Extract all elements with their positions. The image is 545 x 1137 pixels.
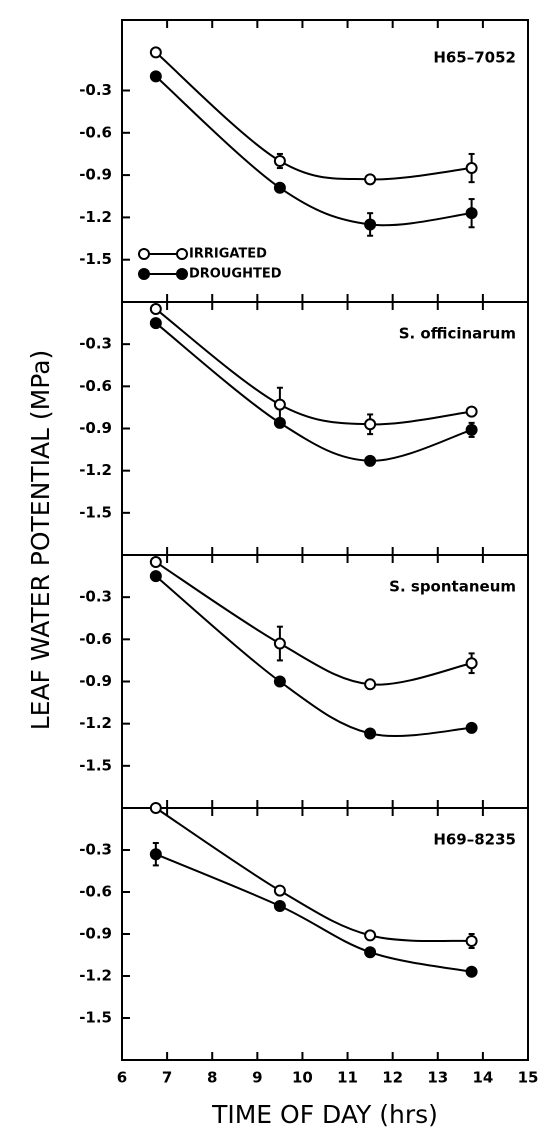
panel-title: S. spontaneum: [389, 578, 516, 596]
series-line: [155, 575, 472, 737]
series-line: [155, 75, 472, 227]
legend-marker: [138, 268, 150, 280]
marker: [149, 70, 162, 83]
x-tick-label: 9: [252, 1069, 262, 1087]
y-tick-label: -0.3: [79, 588, 112, 606]
x-tick-label: 13: [427, 1069, 448, 1087]
marker: [364, 173, 377, 186]
x-tick-label: 8: [207, 1069, 217, 1087]
marker: [273, 675, 286, 688]
marker: [149, 802, 162, 814]
marker: [273, 900, 286, 912]
legend-marker: [176, 248, 188, 260]
series-line: [155, 807, 472, 943]
x-tick-label: 10: [292, 1069, 313, 1087]
marker: [465, 162, 478, 175]
y-tick-label: -0.6: [79, 883, 112, 901]
panel-title: S. officinarum: [399, 325, 516, 343]
marker: [465, 423, 478, 436]
series-line: [155, 51, 472, 181]
y-tick-label: -1.5: [79, 756, 112, 774]
series-line: [155, 853, 472, 973]
marker: [364, 218, 377, 231]
marker: [149, 556, 162, 569]
y-tick-label: -0.6: [79, 630, 112, 648]
marker: [465, 207, 478, 220]
marker: [364, 454, 377, 467]
panel-title: H65–7052: [433, 49, 516, 67]
y-tick-label: -1.2: [79, 714, 112, 732]
marker: [273, 398, 286, 411]
marker: [273, 155, 286, 167]
y-tick-label: -0.9: [79, 672, 112, 690]
y-tick-label: -0.6: [79, 377, 112, 395]
y-axis-label: LEAF WATER POTENTIAL (MPa): [26, 350, 55, 731]
y-tick-label: -0.3: [79, 81, 112, 99]
y-tick-label: -0.6: [79, 123, 112, 141]
x-tick-label: 6: [117, 1069, 127, 1087]
marker: [364, 946, 377, 959]
y-tick-label: -0.9: [79, 419, 112, 437]
x-axis-label: TIME OF DAY (hrs): [211, 1100, 438, 1129]
marker: [364, 678, 377, 691]
y-tick-label: -0.3: [79, 841, 112, 859]
marker: [273, 884, 286, 897]
marker: [273, 416, 286, 429]
y-tick-label: -1.5: [79, 250, 112, 268]
marker: [149, 317, 162, 330]
legend-marker: [138, 248, 150, 260]
marker: [149, 570, 162, 583]
x-tick-label: 11: [337, 1069, 358, 1087]
marker: [273, 181, 286, 194]
marker: [465, 965, 478, 978]
marker: [273, 637, 286, 650]
y-tick-label: -1.5: [79, 1009, 112, 1027]
marker: [465, 657, 478, 670]
x-tick-label: 15: [518, 1069, 539, 1087]
marker: [149, 303, 162, 316]
marker: [364, 418, 377, 431]
x-tick-label: 7: [162, 1069, 172, 1087]
y-tick-label: -1.2: [79, 208, 112, 226]
legend-label: IRRIGATED: [189, 247, 267, 262]
marker: [149, 848, 162, 861]
y-tick-label: -1.2: [79, 967, 112, 985]
x-tick-label: 12: [382, 1069, 403, 1087]
legend-label: DROUGHTED: [189, 267, 282, 282]
y-tick-label: -0.3: [79, 335, 112, 353]
x-tick-label: 14: [472, 1069, 493, 1087]
series-line: [155, 322, 472, 462]
y-tick-label: -1.2: [79, 461, 112, 479]
series-line: [155, 308, 472, 426]
legend-marker: [176, 268, 188, 280]
marker: [465, 935, 478, 947]
marker: [465, 405, 478, 418]
y-tick-label: -0.9: [79, 925, 112, 943]
panel-title: H69–8235: [433, 831, 516, 849]
marker: [364, 727, 377, 740]
marker: [364, 929, 377, 942]
y-tick-label: -0.9: [79, 166, 112, 184]
series-line: [155, 561, 472, 686]
y-tick-label: -1.5: [79, 503, 112, 521]
marker: [149, 46, 162, 59]
marker: [465, 721, 478, 734]
